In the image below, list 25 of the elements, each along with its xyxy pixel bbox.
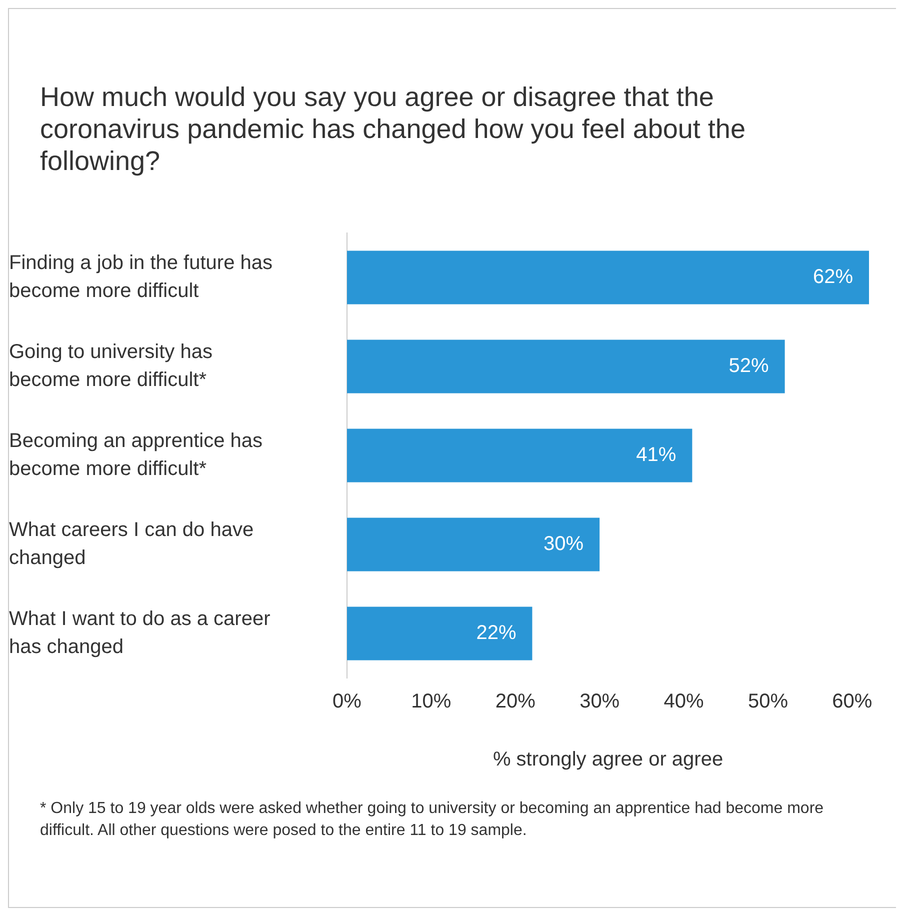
x-tick-label: 40% [664,690,704,713]
text: * Only 15 to 19 year olds were asked whether going to university or becoming an apprentice had become more difficult. All other questions were posed to the entire 11 to 19 sample. [39,799,825,841]
x-tick-label: 50% [748,690,788,713]
y-tick-label: Going to university has become more difficult* [9,341,212,392]
x-tick-label: 60% [832,690,872,713]
x-tick-label: 30% [580,690,620,713]
x-tick-label: 20% [495,690,536,713]
data-label: 52% [728,355,770,378]
bar [347,250,869,304]
data-label: 62% [812,266,854,288]
data-label: 30% [544,533,584,556]
bar [347,340,785,394]
x-tick-label: 10% [411,690,452,713]
data-label: 22% [476,622,516,644]
data-label: 41% [636,444,676,466]
x-tick-label: 0% [332,690,362,713]
y-tick-label: Becoming an apprentice has become more difficult* [9,430,262,480]
y-tick-label: What careers I can do have changed [9,519,254,570]
y-tick-label: What I want to do as a career has changed [9,608,271,658]
bar [347,428,692,482]
bar [347,606,532,660]
y-tick-label: Finding a job in the future has become more difficult [9,252,273,302]
x-axis-title: % strongly agree or agree [492,748,724,771]
chart-title: How much would you say you agree or disagree that the coronavirus pandemic has changed how you feel about the following? [39,81,746,177]
bar [347,518,600,572]
